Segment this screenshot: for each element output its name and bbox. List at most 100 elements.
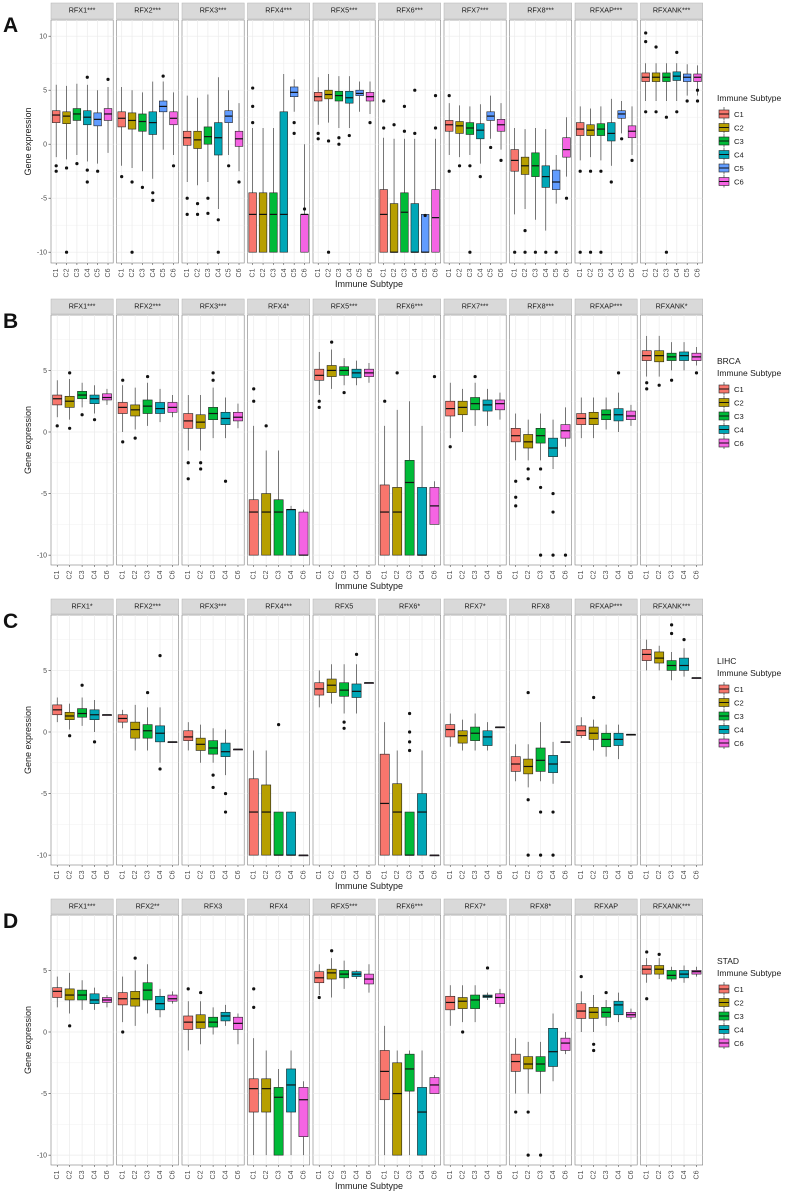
box-C2: [64, 371, 75, 430]
outlier-point: [337, 142, 341, 146]
legend-item-C2: C2: [718, 995, 744, 1009]
facet-strip: [247, 898, 310, 915]
outlier-point: [68, 371, 72, 375]
facet-RFX8: RFX8* C1 C2 C3 C4 C6: [509, 898, 573, 1179]
box-C4: [155, 388, 165, 423]
outlier-point: [670, 631, 674, 636]
box-C2: [520, 129, 530, 254]
outlier-point: [539, 467, 543, 471]
outlier-point: [146, 374, 150, 379]
facet-RFX7: RFX7*** C1 C2 C3 C4 C5 C6: [443, 2, 507, 277]
x-tick-label: C6: [236, 268, 243, 277]
outlier-point: [330, 949, 334, 953]
facet-strip-label: RFX7***: [462, 301, 489, 310]
box-C6: [167, 741, 178, 743]
facet-strip: [509, 598, 572, 615]
outlier-point: [80, 683, 84, 687]
outlier-point: [644, 110, 648, 114]
x-tick-label: C2: [326, 268, 333, 277]
y-tick-label: 0: [43, 429, 47, 436]
panel-C: C Gene expression -10 -5 0 5 Immune Subtype RFX…: [3, 598, 782, 891]
x-tick-label: C1: [644, 870, 651, 879]
x-tick-label: C3: [472, 570, 479, 579]
box-C4: [148, 81, 157, 202]
box-C1: [445, 382, 456, 449]
box-C2: [326, 664, 337, 704]
legend-label: C2: [734, 123, 744, 132]
facet-strip: [116, 598, 179, 615]
x-tick-label: C6: [433, 268, 440, 277]
outlier-point: [326, 139, 331, 143]
facet-RFX7: RFX7*** C1 C2 C3 C4 C6: [443, 298, 507, 579]
facet-RFX7: RFX7* C1 C2 C3 C4 C6: [443, 898, 507, 1179]
x-tick-label: C3: [472, 1170, 479, 1179]
outlier-point: [211, 378, 215, 382]
facet-RFX1: RFX1*** C1 C2 C3 C4 C6: [50, 298, 114, 579]
box-C1: [183, 95, 192, 216]
legend: Immune Subtype C1 C2 C3 C4 C6: [717, 968, 782, 1049]
box-body: [654, 350, 665, 363]
outlier-point: [120, 175, 124, 179]
x-tick-label: C6: [366, 870, 373, 879]
x-tick-label: C6: [562, 570, 569, 579]
outlier-point: [564, 196, 569, 200]
facet-plot-area: [312, 19, 376, 264]
box-C4: [351, 970, 362, 980]
outlier-point: [151, 198, 155, 202]
x-tick-label: C3: [276, 570, 283, 579]
outlier-point: [347, 133, 351, 138]
box-C6: [300, 144, 309, 253]
x-tick-label: C6: [235, 570, 242, 579]
box-body: [214, 122, 223, 156]
x-tick-label: C3: [139, 268, 146, 277]
box-C3: [339, 960, 350, 989]
box-C4: [220, 729, 231, 814]
legend-label: C4: [734, 150, 744, 159]
y-tick-label: 0: [43, 729, 47, 736]
outlier-point: [121, 440, 125, 444]
x-tick-label: C4: [223, 870, 230, 879]
outlier-point: [408, 740, 412, 744]
x-tick-label: C3: [341, 870, 348, 879]
box-body: [392, 487, 403, 556]
box-C3: [273, 450, 284, 556]
outlier-point: [432, 374, 437, 379]
box-C4: [214, 77, 223, 254]
x-tick-label: C6: [235, 1170, 242, 1179]
outlier-point: [206, 211, 210, 215]
x-tick-label: C2: [656, 870, 663, 879]
facet-RFX3: RFX3*** C1 C2 C3 C4 C6: [181, 298, 245, 579]
facet-RFXAP: RFXAP*** C1 C2 C3 C4 C6: [574, 598, 638, 879]
x-tick-label: C1: [381, 268, 388, 277]
panel-A: A Gene expression -10 -5 0 5 10 Immune Subtype R…: [3, 2, 782, 289]
box-body: [298, 1087, 309, 1137]
outlier-point: [382, 126, 386, 130]
outlier-point: [195, 212, 200, 216]
y-tick-label: 0: [43, 1029, 47, 1036]
box-C6: [103, 77, 113, 153]
facet-strip-label: RFX3***: [200, 301, 227, 310]
box-body: [404, 1053, 415, 1092]
box-body: [286, 811, 296, 856]
facet-strip: [312, 898, 376, 915]
box-body: [495, 399, 505, 411]
x-tick-label: C2: [525, 1170, 532, 1179]
facet-strip-label: RFX5***: [331, 901, 358, 910]
x-tick-label: C1: [119, 268, 126, 277]
box-body: [261, 784, 272, 856]
facet-RFX5: RFX5*** C1 C2 C3 C4 C5 C6: [312, 2, 376, 277]
box-C2: [457, 388, 468, 432]
facet-plot-area: [509, 19, 573, 264]
legend-item-C3: C3: [718, 409, 744, 422]
box-body: [52, 394, 63, 406]
facet-RFX3: RFX3 C1 C2 C3 C4 C6: [181, 898, 245, 1179]
box-C3: [666, 623, 677, 681]
outlier-point: [423, 213, 427, 218]
x-tick-label: C3: [603, 570, 610, 579]
x-tick-label: C1: [53, 268, 60, 277]
outlier-point: [171, 164, 176, 168]
outlier-point: [408, 711, 412, 716]
outlier-point: [186, 461, 190, 465]
x-tick-label: C6: [169, 870, 176, 879]
box-C4: [613, 992, 624, 1023]
